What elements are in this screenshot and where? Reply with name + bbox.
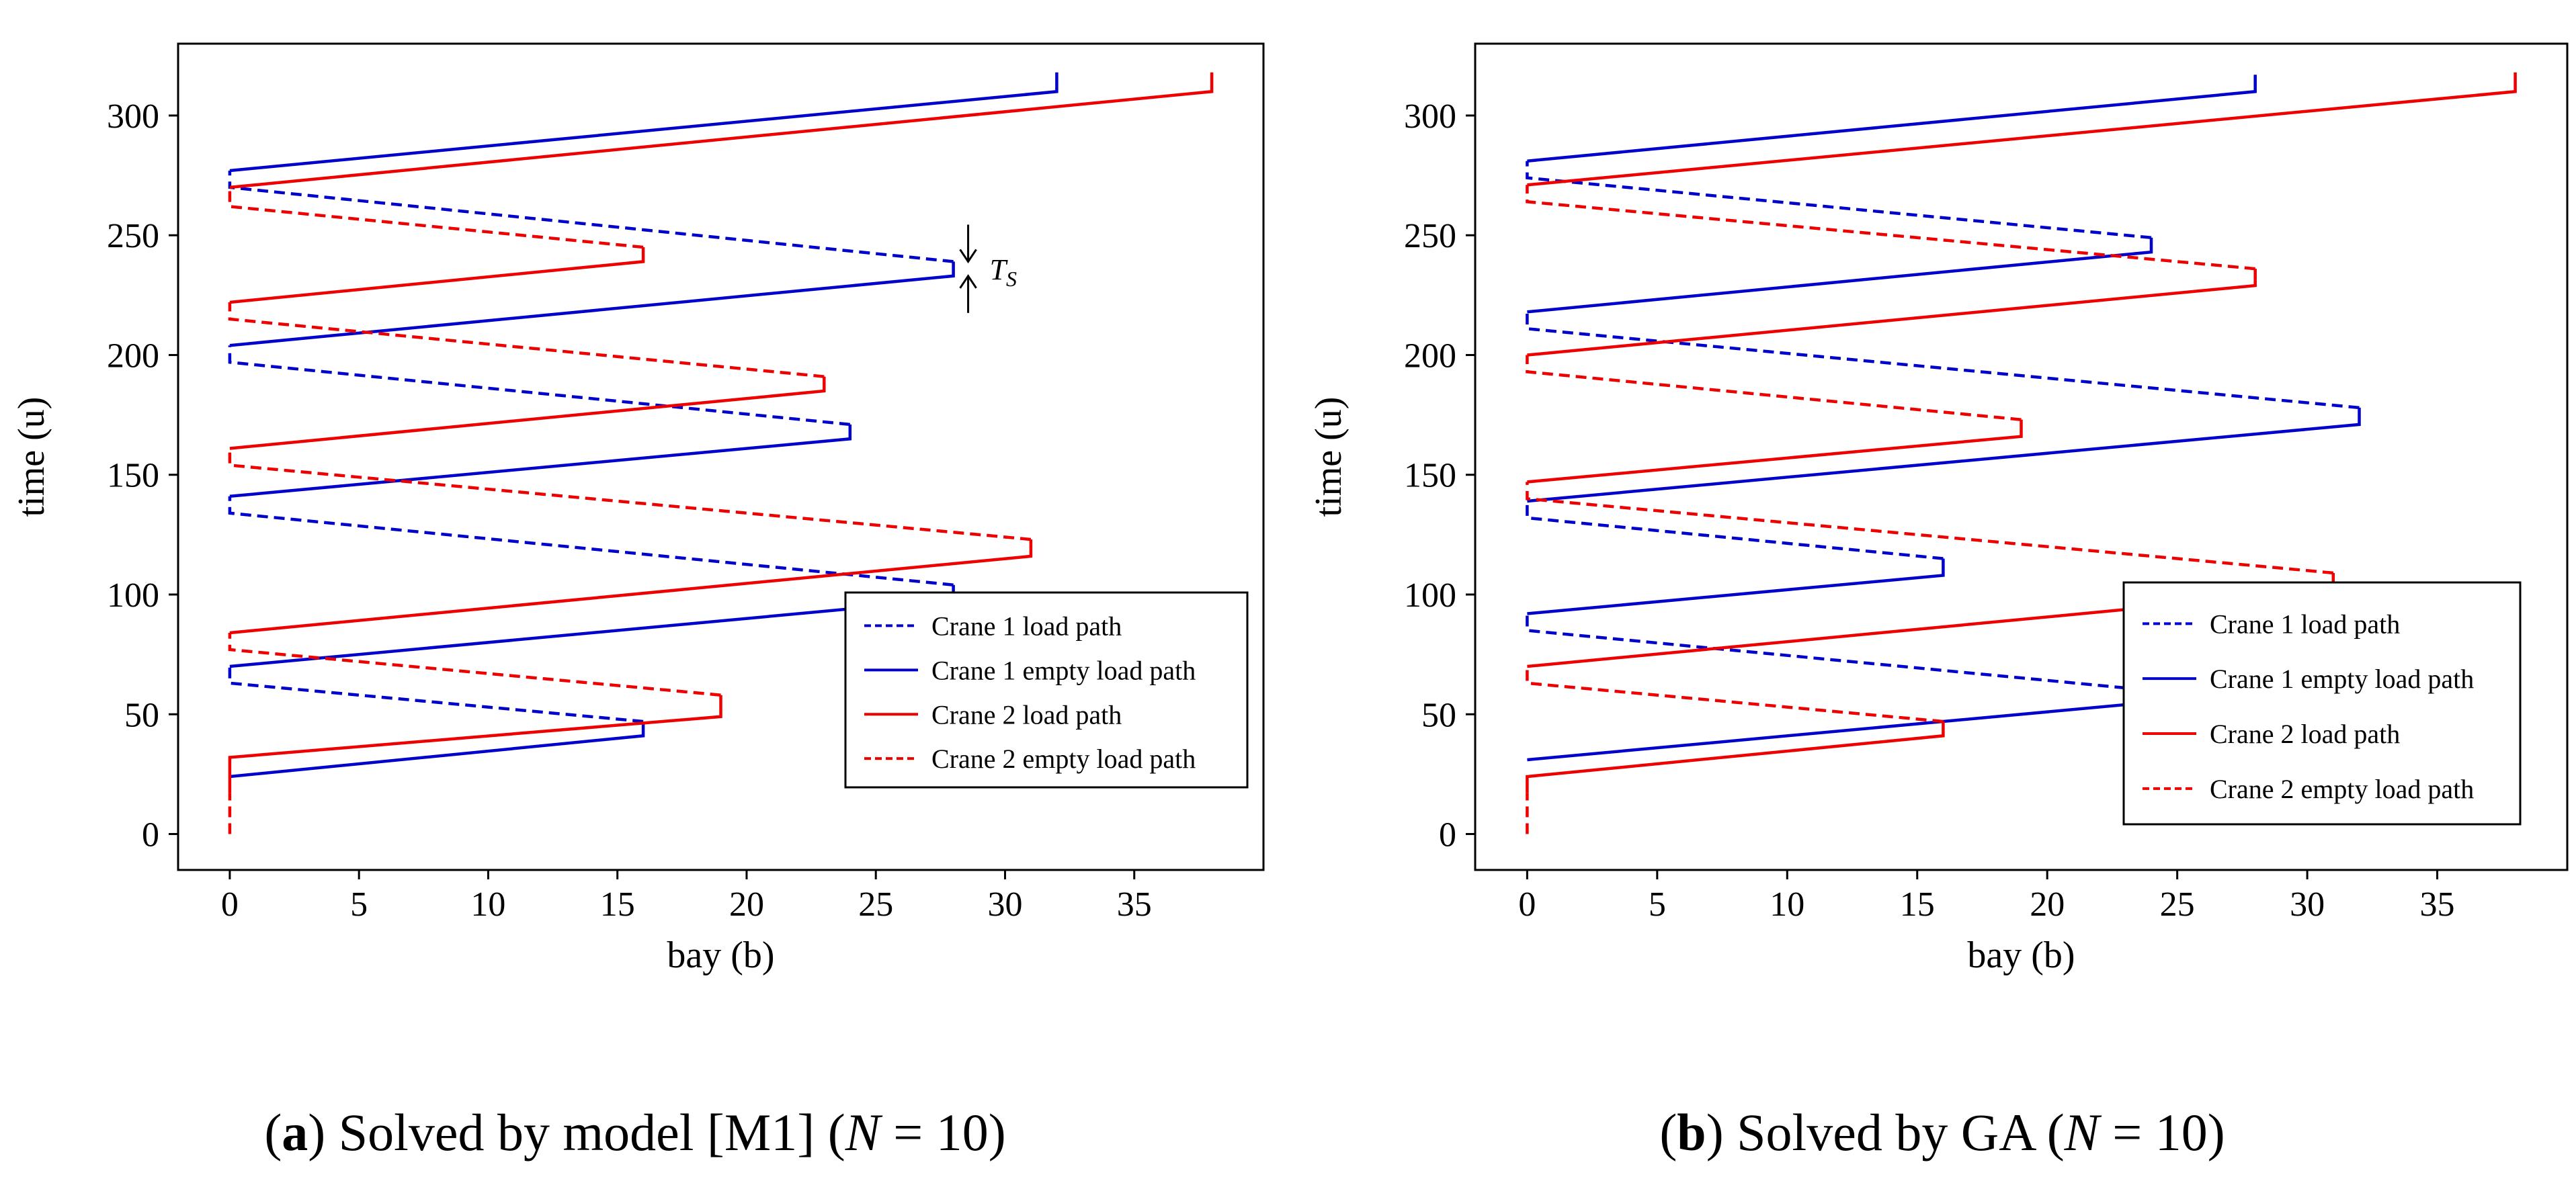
legend-label: Crane 2 empty load path: [931, 744, 1196, 774]
caption-a: (a) Solved by model [M1] (N = 10): [264, 1103, 1005, 1162]
x-tick-label: 25: [858, 885, 893, 924]
caption-b: (b) Solved by GA (N = 10): [1659, 1103, 2225, 1162]
ts-arrowhead-top: [959, 249, 977, 264]
y-tick-label: 100: [1404, 576, 1456, 615]
x-tick-label: 30: [987, 885, 1022, 924]
crane-1-load-path-segment: [1527, 558, 1945, 615]
crane-2-load-path-segment: [1527, 419, 2023, 484]
x-tick-label: 25: [2160, 885, 2195, 924]
crane-2-load-path-segment: [1527, 269, 2257, 357]
y-tick-label: 150: [1404, 457, 1456, 495]
plot-frame: [1474, 42, 2569, 871]
y-tick-label: 200: [107, 337, 159, 375]
y-axis-label: time (u): [1308, 397, 1349, 517]
crane-2-empty-load-path-segment: [228, 633, 721, 697]
y-tick-label: 200: [1404, 337, 1456, 375]
legend: Crane 1 load path Crane 1 empty load path…: [844, 591, 1249, 789]
chart-panel-b: 0 5 10 15 20 25 30 35 0 50 100 150 200 250 300 bay (b) t…: [1308, 42, 2569, 976]
x-tick-label: 5: [1649, 885, 1666, 924]
legend: Crane 1 load path Crane 1 empty load path…: [2122, 581, 2522, 826]
crane-2-load-path-segment: [1526, 721, 1945, 793]
crane-1-load-path-segment: [229, 72, 1058, 173]
y-tick-label: 150: [107, 457, 159, 495]
y-tick-label: 0: [1439, 816, 1456, 855]
crane-2-load-path-segment: [229, 72, 1214, 189]
x-tick-label: 0: [221, 885, 239, 924]
y-tick-label: 50: [124, 696, 159, 734]
x-tick-label: 30: [2290, 885, 2325, 924]
crane-2-empty-load-path-segment: [228, 302, 825, 378]
x-tick-label: 20: [729, 885, 764, 924]
x-tick-label: 15: [600, 885, 635, 924]
crane-1-empty-load-path-segment: [1526, 161, 2152, 240]
crane-2-load-path-segment: [229, 539, 1033, 635]
crane-1-empty-load-path-segment: [1526, 501, 1944, 560]
crane-2-load-path-segment: [228, 695, 722, 793]
legend-label: Crane 1 load path: [931, 611, 1122, 641]
legend-label: Crane 1 empty load path: [2210, 664, 2474, 694]
crane-1-empty-load-path-segment: [228, 496, 954, 586]
x-tick-label: 0: [1518, 885, 1536, 924]
crane-1-load-path-segment: [1527, 237, 2153, 314]
x-tick-label: 15: [1900, 885, 1935, 924]
crane-1-empty-load-path-segment: [1526, 312, 2360, 410]
y-tick-label: 0: [142, 816, 159, 855]
y-tick-label: 250: [1404, 217, 1456, 255]
crane-1-empty-load-path-segment: [228, 666, 644, 724]
crane-2-load-path-segment: [229, 247, 645, 304]
chart-panel-a: 0 5 10 15 20 25 30 35 0 50 100 150 200 250 300 bay (b) t…: [11, 42, 1265, 976]
legend-label: Crane 1 empty load path: [931, 655, 1196, 685]
crane-2-empty-load-path-segment: [1526, 482, 2334, 575]
x-tick-label: 10: [470, 885, 505, 924]
legend-label: Crane 1 load path: [2210, 609, 2400, 639]
crane-2-empty-load-path-segment: [1526, 355, 2022, 421]
x-tick-label: 20: [2030, 885, 2065, 924]
crane-1-load-path-segment: [229, 721, 645, 779]
legend-label: Crane 2 empty load path: [2210, 774, 2474, 804]
plot-frame: [177, 42, 1265, 871]
crane-1-empty-load-path-segment: [1526, 613, 2126, 690]
y-tick-label: 300: [107, 97, 159, 136]
crane-2-empty-load-path-segment: [1526, 185, 2255, 271]
x-axis-label: bay (b): [667, 934, 774, 976]
x-axis-label: bay (b): [1967, 934, 2075, 976]
crane-2-empty-load-path-segment: [1526, 666, 1944, 724]
x-tick-label: 5: [350, 885, 368, 924]
crane-1-load-path-segment: [229, 424, 852, 498]
crane-1-load-path-segment: [1527, 407, 2361, 503]
x-tick-label: 35: [2420, 885, 2455, 924]
crane-2-empty-load-path-segment: [228, 187, 644, 249]
y-tick-label: 100: [107, 576, 159, 615]
legend-label: Crane 2 load path: [931, 699, 1122, 730]
ts-arrowhead-bottom: [959, 274, 977, 289]
legend-label: Crane 2 load path: [2210, 719, 2400, 749]
crane-1-load-path-segment: [1527, 75, 2257, 163]
y-axis-label: time (u): [11, 397, 52, 517]
y-tick-label: 300: [1404, 97, 1456, 136]
crane-2-load-path-segment: [229, 376, 826, 450]
crane-2-load-path-segment: [1527, 72, 2517, 187]
crane-2-empty-load-path-segment: [228, 448, 1032, 541]
crane-1-empty-load-path-segment: [228, 345, 851, 427]
y-tick-label: 50: [1421, 696, 1456, 734]
crane-1-load-path-segment: [229, 261, 955, 347]
y-tick-label: 250: [107, 217, 159, 255]
x-tick-label: 10: [1770, 885, 1804, 924]
x-tick-label: 35: [1117, 885, 1152, 924]
